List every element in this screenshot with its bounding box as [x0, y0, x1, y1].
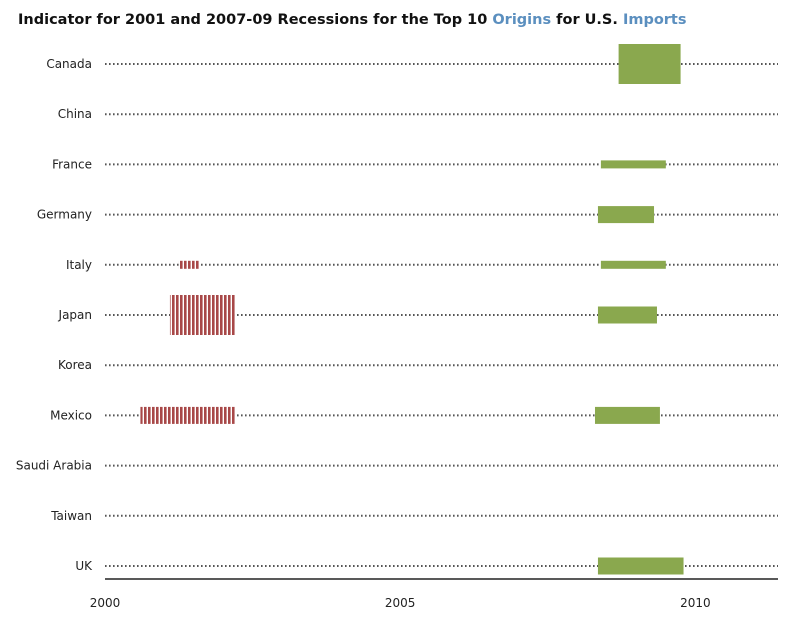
recession-bar-italy-2007-09 [600, 260, 666, 269]
country-label: France [52, 157, 92, 171]
x-tick-label: 2000 [90, 596, 121, 610]
recession-bar-canada-2007-09 [618, 44, 681, 84]
recession-bar-mexico-2001 [140, 406, 235, 424]
row-saudi-arabia: Saudi Arabia [16, 459, 778, 473]
title-text-2: for U.S. [551, 12, 623, 28]
row-japan: Japan [58, 308, 778, 322]
country-label: Germany [37, 208, 92, 222]
row-korea: Korea [58, 358, 778, 372]
recession-bar-japan-2001 [169, 295, 235, 335]
chart-title: Indicator for 2001 and 2007-09 Recession… [18, 12, 687, 28]
x-tick-label: 2005 [385, 596, 416, 610]
row-germany: Germany [37, 208, 778, 222]
x-tick-label: 2010 [680, 596, 711, 610]
country-label: Taiwan [50, 509, 92, 523]
row-italy: Italy [66, 258, 778, 272]
recession-bar-germany-2007-09 [597, 206, 655, 224]
country-label: Mexico [50, 408, 92, 422]
country-label: UK [75, 559, 93, 573]
recession-bar-italy-2001 [178, 260, 200, 269]
row-france: France [52, 157, 778, 171]
recession-bar-france-2007-09 [600, 160, 666, 169]
country-label: China [58, 107, 92, 121]
recession-bar-uk-2007-09 [597, 557, 684, 575]
country-label: Canada [46, 57, 92, 71]
title-text-1: Indicator for 2001 and 2007-09 Recession… [18, 12, 493, 28]
imports-link[interactable]: Imports [622, 12, 687, 28]
row-china: China [58, 107, 778, 121]
recession-bar-japan-2007-09 [597, 306, 657, 324]
country-label: Italy [66, 258, 92, 272]
recession-bar-mexico-2007-09 [594, 406, 660, 424]
country-label: Korea [58, 358, 92, 372]
country-label: Japan [58, 308, 92, 322]
country-label: Saudi Arabia [16, 459, 92, 473]
origins-link[interactable]: Origins [492, 12, 552, 28]
row-taiwan: Taiwan [50, 509, 778, 523]
